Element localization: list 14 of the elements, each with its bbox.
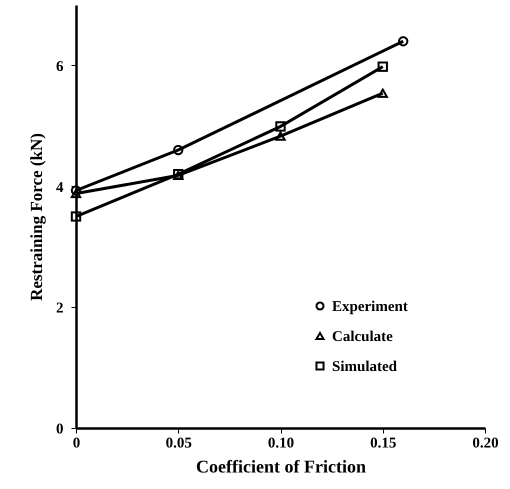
legend-label: Experiment	[332, 299, 408, 315]
x-axis-title: Coefficient of Friction	[196, 456, 366, 476]
x-tick-label: 0.10	[268, 436, 294, 452]
x-tick-label: 0.05	[166, 436, 192, 452]
y-tick-label: 0	[56, 422, 64, 438]
legend-label: Simulated	[332, 359, 398, 375]
x-tick-label: 0.15	[370, 436, 396, 452]
x-tick-label: 0.20	[472, 436, 499, 452]
legend-label: Calculate	[332, 329, 394, 345]
y-tick-label: 2	[56, 300, 64, 317]
y-axis-title: Restraining Force (kN)	[27, 133, 46, 301]
y-tick-label: 4	[56, 180, 64, 196]
x-tick-label: 0	[72, 436, 80, 452]
y-tick-label: 6	[56, 58, 64, 75]
